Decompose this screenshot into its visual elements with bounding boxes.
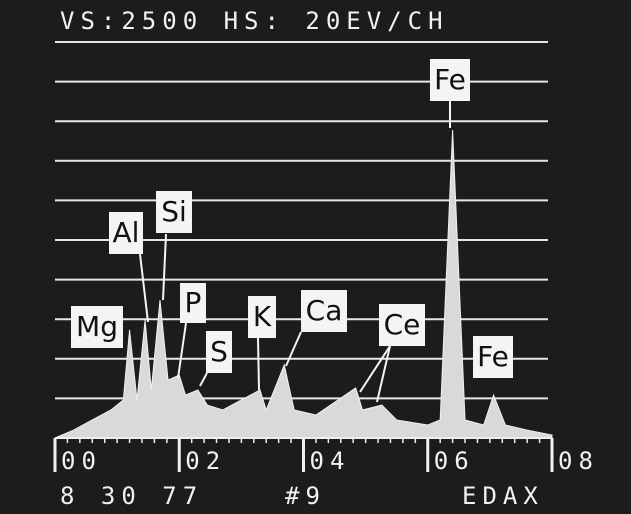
chart-title: VS:2500 HS: 20EV/CH bbox=[60, 7, 449, 35]
chart: VS:2500 HS: 20EV/CH 00 02 04 06 08 Mg Al Si PSK C… bbox=[0, 0, 631, 514]
footer-text: #9 bbox=[285, 482, 326, 510]
peak-label: Si bbox=[161, 195, 187, 228]
peak-label: Fe bbox=[434, 63, 466, 96]
x-tick-label: 06 bbox=[434, 447, 475, 475]
peak-label: K bbox=[253, 300, 272, 333]
peak-label: Mg bbox=[76, 310, 118, 343]
x-tick-label: 04 bbox=[310, 447, 351, 475]
x-tick-label: 08 bbox=[558, 447, 599, 475]
x-tick-label: 00 bbox=[61, 447, 102, 475]
peak-label: Fe bbox=[477, 340, 509, 373]
leader-line bbox=[258, 338, 259, 390]
x-tick-label: 02 bbox=[185, 447, 226, 475]
footer-text: EDAX bbox=[462, 482, 544, 510]
peak-label: Ce bbox=[384, 308, 421, 341]
footer-text: 8 30 77 bbox=[60, 482, 203, 510]
peak-label: P bbox=[185, 286, 202, 319]
peak-label: S bbox=[210, 335, 228, 368]
peak-label: Al bbox=[113, 216, 140, 249]
peak-label: Ca bbox=[306, 294, 343, 327]
